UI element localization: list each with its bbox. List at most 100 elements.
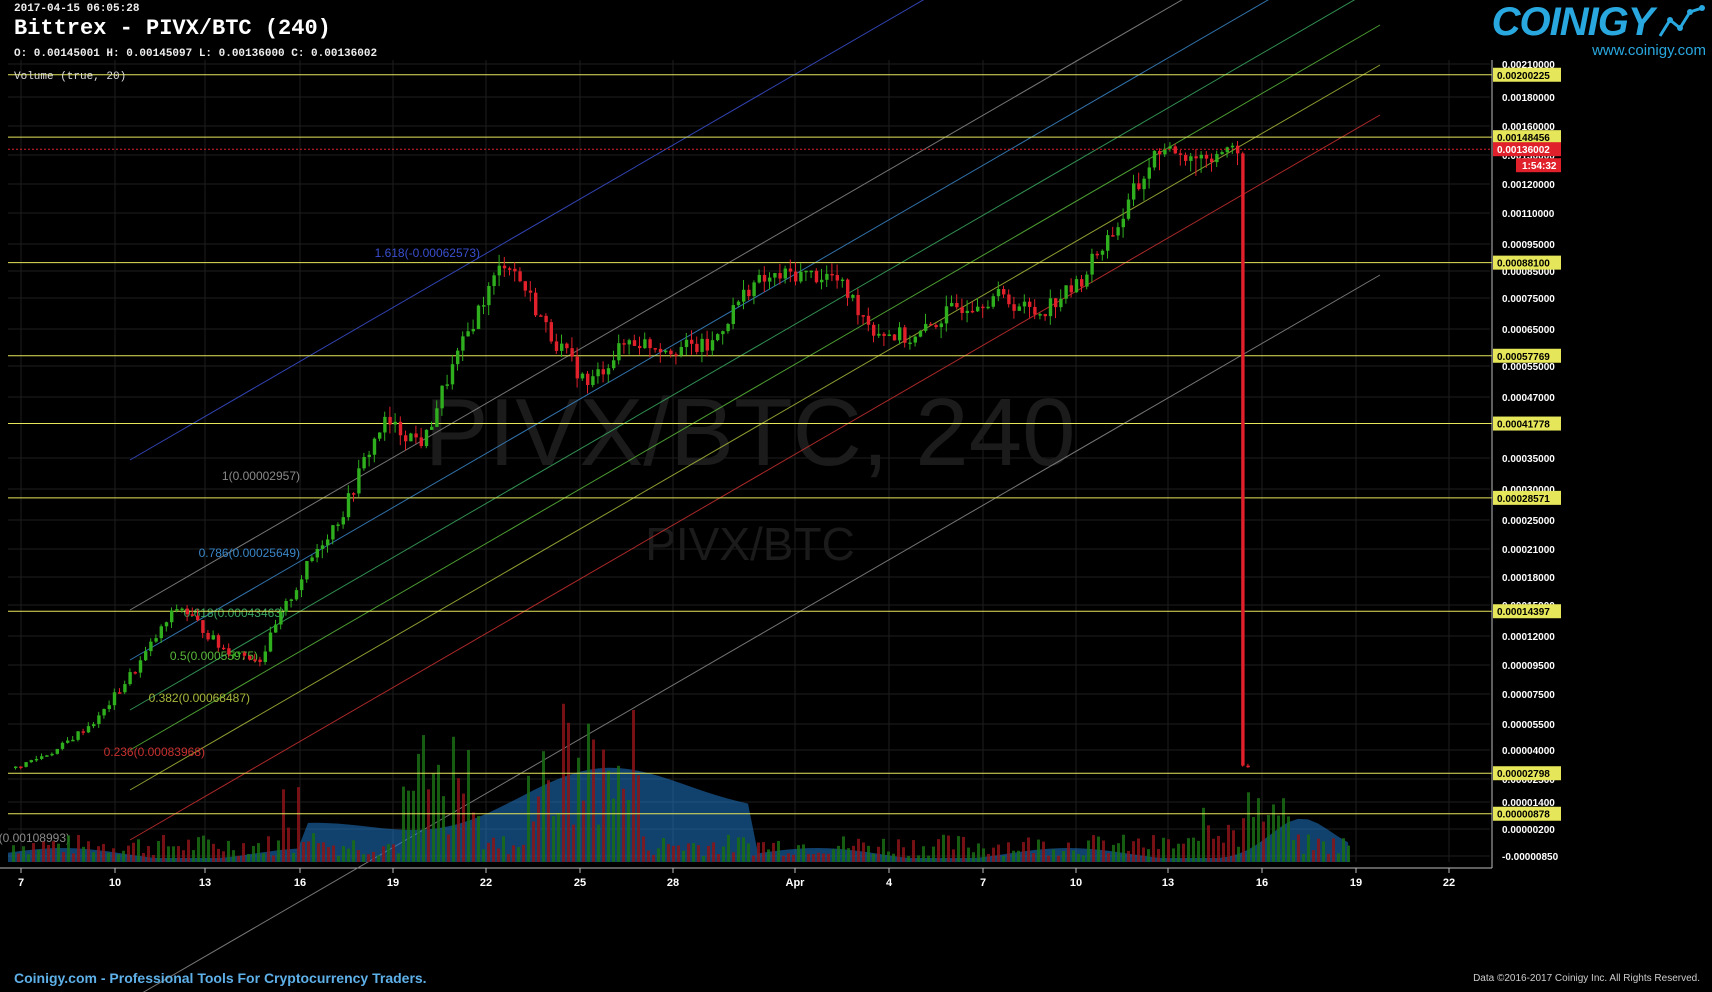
- volume-bar: [432, 773, 435, 862]
- x-tick-label: 16: [1256, 877, 1268, 889]
- candle-body: [617, 343, 621, 361]
- volume-bar: [982, 848, 985, 862]
- candle-body: [835, 275, 839, 281]
- volume-bar: [152, 854, 155, 862]
- volume-bar: [262, 853, 265, 862]
- volume-bar: [717, 854, 720, 862]
- candle-body: [643, 339, 647, 349]
- candle-body: [1038, 314, 1042, 316]
- fib-label: 0.5(0.00055975): [170, 649, 258, 663]
- candle-body: [1022, 301, 1027, 307]
- candle-body: [653, 348, 657, 350]
- level-tag-bg: [1493, 490, 1561, 505]
- candle-body: [502, 265, 507, 269]
- volume-bar: [1247, 792, 1250, 862]
- candle-body: [986, 306, 990, 309]
- candle-body: [1017, 306, 1021, 311]
- volume-bar: [137, 839, 140, 862]
- volume-bar: [257, 843, 260, 862]
- logo-wordmark: COINIGY: [1491, 0, 1655, 44]
- volume-bar: [672, 845, 675, 862]
- candle-body: [747, 289, 751, 297]
- candle-body: [1002, 289, 1006, 295]
- candle-body: [809, 270, 813, 273]
- volume-bar: [897, 839, 900, 862]
- volume-bar: [52, 841, 55, 862]
- level-tag: 0.00028571: [1493, 490, 1561, 505]
- volume-bar: [1107, 853, 1110, 862]
- volume-bar: [812, 854, 815, 862]
- volume-bar: [252, 845, 255, 862]
- candle-body: [903, 327, 907, 343]
- x-tick-label: 22: [480, 877, 492, 889]
- candle-body: [700, 338, 704, 352]
- volume-bar: [247, 854, 250, 862]
- volume-bar: [222, 851, 225, 862]
- candle-body: [539, 315, 543, 317]
- volume-bar: [457, 778, 460, 862]
- candle-body: [1246, 765, 1250, 768]
- y-tick-label: 0.00000200: [1502, 825, 1555, 836]
- volume-bar: [852, 845, 855, 862]
- volume-bar: [307, 841, 310, 862]
- candle-body: [1230, 145, 1235, 148]
- level-tag-text: 0.00000878: [1497, 810, 1550, 821]
- volume-bar: [1037, 839, 1040, 862]
- volume-bar: [487, 842, 490, 862]
- volume-bar: [1197, 840, 1200, 862]
- volume-bar: [77, 834, 80, 862]
- volume-bar: [1167, 839, 1170, 862]
- candle-body: [825, 273, 829, 280]
- volume-bar: [1202, 807, 1205, 862]
- candle-body: [684, 339, 689, 348]
- volume-bar: [217, 848, 220, 862]
- candle-body: [560, 343, 564, 351]
- level-tag: 0.00057769: [1493, 348, 1561, 363]
- level-tag-bg: [1493, 67, 1561, 82]
- x-tick-label: 7: [18, 877, 24, 889]
- volume-bar: [47, 845, 50, 862]
- x-tick-label: 25: [574, 877, 586, 889]
- candle-body: [606, 368, 611, 375]
- volume-bar: [847, 848, 850, 862]
- candle-body: [216, 635, 221, 648]
- y-tick-label: 0.00009500: [1502, 661, 1555, 672]
- level-tag: 0.00002798: [1493, 766, 1561, 781]
- candle-body: [118, 692, 122, 694]
- candles: [14, 140, 1250, 770]
- candle-body: [638, 345, 642, 349]
- candle-body: [762, 274, 767, 282]
- volume-bar: [62, 852, 65, 862]
- volume-indicator-label[interactable]: Volume (true, 20): [14, 71, 127, 83]
- x-tick-label: 28: [667, 877, 679, 889]
- candle-body: [76, 731, 80, 740]
- volume-bar: [862, 842, 865, 862]
- footer-tagline[interactable]: Coinigy.com - Professional Tools For Cry…: [14, 970, 427, 986]
- candle-body: [554, 341, 559, 351]
- volume-bar: [932, 846, 935, 862]
- volume-bar: [1217, 835, 1220, 862]
- y-tick-label: 0.00005500: [1502, 720, 1555, 731]
- candle-body: [1225, 147, 1229, 153]
- volume-bar: [762, 842, 765, 862]
- volume-bar: [562, 703, 565, 862]
- chart-title: Bittrex - PIVX/BTC (240): [14, 16, 331, 41]
- candle-body: [190, 614, 195, 616]
- candle-body: [378, 432, 382, 439]
- candle-body: [939, 323, 943, 328]
- volume-bar: [842, 836, 845, 862]
- candle-body: [206, 632, 210, 640]
- candle-body: [196, 615, 200, 621]
- candle-body: [341, 517, 345, 525]
- volume-bar: [832, 849, 835, 862]
- candle-body: [180, 608, 184, 611]
- candle-body: [799, 271, 803, 282]
- candle-body: [1033, 306, 1037, 315]
- candle-body: [1095, 253, 1099, 256]
- candle-body: [1059, 298, 1063, 308]
- level-tag-bg: [1493, 255, 1561, 270]
- volume-bar: [647, 850, 650, 862]
- candle-body: [263, 651, 267, 662]
